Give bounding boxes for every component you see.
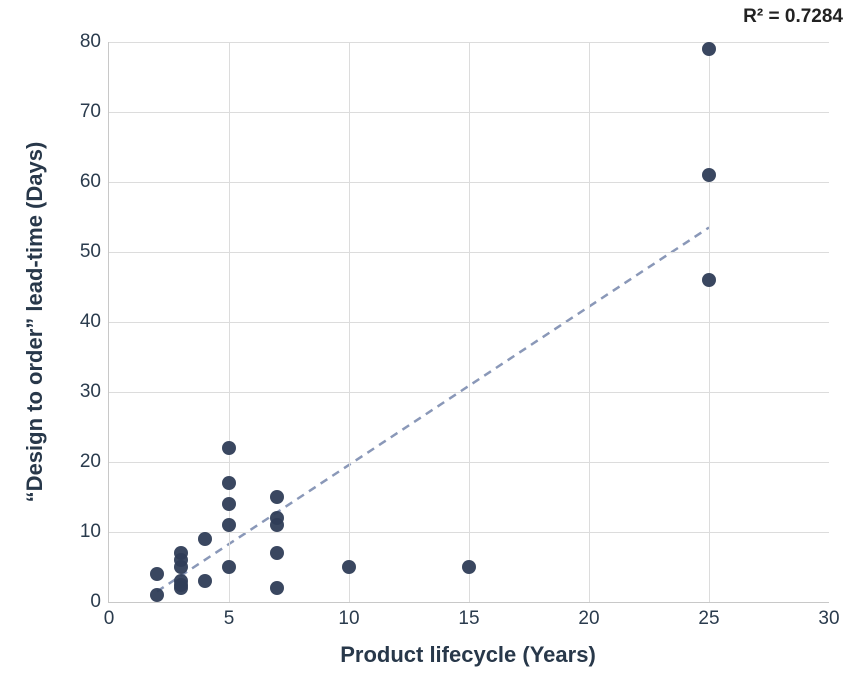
- scatter-chart: R² = 0.7284 0510152025300102030405060708…: [0, 0, 863, 683]
- y-tick-label: 50: [80, 241, 101, 263]
- gridline-horizontal: [109, 252, 829, 253]
- y-tick-label: 20: [80, 451, 101, 473]
- y-tick-label: 40: [80, 311, 101, 333]
- gridline-horizontal: [109, 462, 829, 463]
- data-point: [222, 497, 236, 511]
- y-tick-label: 10: [80, 521, 101, 543]
- x-tick-label: 15: [458, 608, 479, 630]
- x-tick-label: 20: [578, 608, 599, 630]
- x-tick-label: 25: [698, 608, 719, 630]
- data-point: [174, 560, 188, 574]
- gridline-horizontal: [109, 42, 829, 43]
- data-point: [198, 574, 212, 588]
- data-point: [174, 578, 188, 592]
- gridline-horizontal: [109, 392, 829, 393]
- gridline-horizontal: [109, 532, 829, 533]
- y-tick-label: 80: [80, 31, 101, 53]
- y-tick-label: 30: [80, 381, 101, 403]
- data-point: [270, 518, 284, 532]
- data-point: [150, 567, 164, 581]
- data-point: [198, 532, 212, 546]
- y-tick-label: 70: [80, 101, 101, 123]
- gridline-horizontal: [109, 322, 829, 323]
- data-point: [342, 560, 356, 574]
- data-point: [222, 441, 236, 455]
- data-point: [702, 273, 716, 287]
- y-tick-label: 0: [90, 591, 101, 613]
- data-point: [270, 546, 284, 560]
- data-point: [462, 560, 476, 574]
- x-tick-label: 5: [224, 608, 235, 630]
- plot-area: 05101520253001020304050607080: [108, 42, 829, 603]
- data-point: [270, 490, 284, 504]
- data-point: [222, 476, 236, 490]
- gridline-horizontal: [109, 112, 829, 113]
- data-point: [222, 560, 236, 574]
- gridline-horizontal: [109, 182, 829, 183]
- data-point: [270, 581, 284, 595]
- x-tick-label: 30: [818, 608, 839, 630]
- trendline: [157, 228, 709, 592]
- y-tick-label: 60: [80, 171, 101, 193]
- data-point: [150, 588, 164, 602]
- data-point: [702, 168, 716, 182]
- data-point: [222, 518, 236, 532]
- x-axis-label: Product lifecycle (Years): [340, 642, 596, 668]
- r-squared-label: R² = 0.7284: [743, 6, 843, 28]
- y-axis-label: “Design to order” lead-time (Days): [22, 142, 48, 503]
- data-point: [702, 42, 716, 56]
- x-tick-label: 0: [104, 608, 115, 630]
- x-tick-label: 10: [338, 608, 359, 630]
